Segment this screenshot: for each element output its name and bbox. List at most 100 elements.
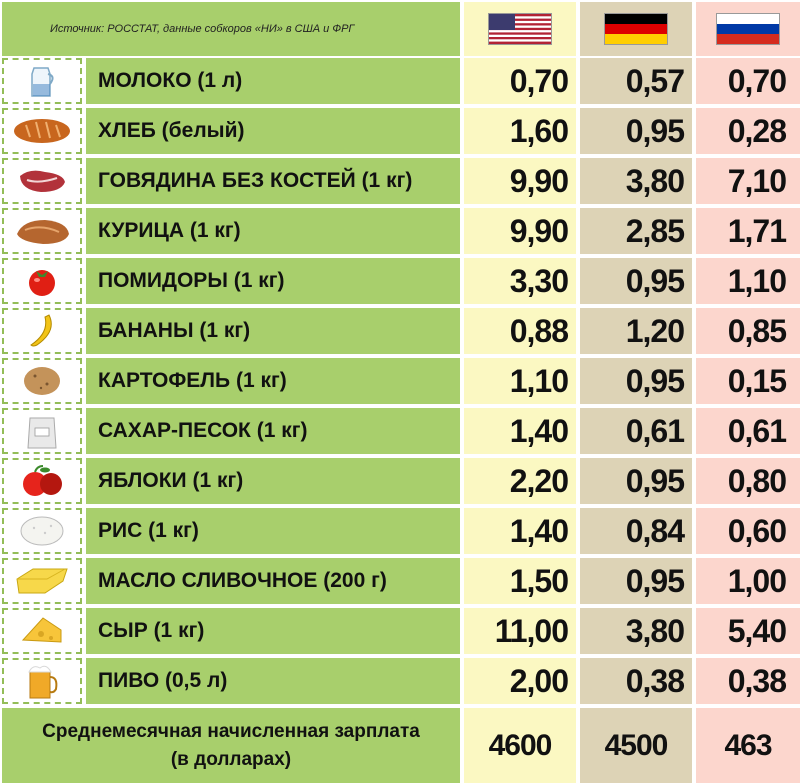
salary-russia-value: 463 [724,728,772,762]
table-row: ПИВО (0,5 л) 2,00 0,38 0,38 [0,658,800,704]
table-row: САХАР-ПЕСОК (1 кг) 1,40 0,61 0,61 [0,408,800,454]
price-cell-russia: 0,15 [696,358,800,404]
salary-label-line2: (в долларах) [170,748,292,770]
product-label: САХАР-ПЕСОК (1 кг) [86,408,460,454]
beef-icon [2,158,82,204]
table-row: ХЛЕБ (белый) 1,60 0,95 0,28 [0,108,800,154]
bread-icon [2,108,82,154]
beer-mug-icon [2,658,82,704]
table-row: МАСЛО СЛИВОЧНОЕ (200 г) 1,50 0,95 1,00 [0,558,800,604]
price-value-russia: 0,28 [727,112,787,149]
price-cell-russia: 0,28 [696,108,800,154]
us-flag-icon [488,13,552,45]
price-value-germany: 0,95 [625,112,685,149]
price-cell-germany: 3,80 [580,158,692,204]
germany-header-cell [580,2,692,56]
product-label: РИС (1 кг) [86,508,460,554]
price-value-russia: 5,40 [727,612,787,649]
price-value-russia: 0,38 [727,662,787,699]
table-row: РИС (1 кг) 1,40 0,84 0,60 [0,508,800,554]
price-value-us: 9,90 [509,162,569,199]
salary-label-line1: Среднемесячная начисленная зарплата [42,720,420,742]
russia-flag-icon [716,13,780,45]
price-value-us: 1,60 [509,112,569,149]
price-value-russia: 1,00 [727,562,787,599]
salary-us-cell: 4600 [464,708,576,783]
price-cell-russia: 7,10 [696,158,800,204]
price-cell-us: 1,50 [464,558,576,604]
price-cell-germany: 0,61 [580,408,692,454]
price-value-germany: 0,95 [625,462,685,499]
table-row: БАНАНЫ (1 кг) 0,88 1,20 0,85 [0,308,800,354]
price-cell-germany: 2,85 [580,208,692,254]
price-value-germany: 1,20 [625,312,685,349]
price-value-us: 11,00 [494,612,569,649]
product-label: ПОМИДОРЫ (1 кг) [86,258,460,304]
banana-icon [2,308,82,354]
price-cell-us: 1,40 [464,408,576,454]
table-row: ГОВЯДИНА БЕЗ КОСТЕЙ (1 кг) 9,90 3,80 7,10 [0,158,800,204]
product-label: ХЛЕБ (белый) [86,108,460,154]
product-label: КУРИЦА (1 кг) [86,208,460,254]
price-value-germany: 0,84 [625,512,685,549]
product-label: СЫР (1 кг) [86,608,460,654]
price-cell-us: 0,88 [464,308,576,354]
price-cell-germany: 1,20 [580,308,692,354]
table-row: КАРТОФЕЛЬ (1 кг) 1,10 0,95 0,15 [0,358,800,404]
price-cell-us: 3,30 [464,258,576,304]
chicken-icon [2,208,82,254]
price-value-us: 2,00 [509,662,569,699]
price-cell-germany: 0,84 [580,508,692,554]
price-cell-germany: 0,95 [580,458,692,504]
price-value-us: 1,40 [509,512,569,549]
table-row: ЯБЛОКИ (1 кг) 2,20 0,95 0,80 [0,458,800,504]
salary-label: Среднемесячная начисленная зарплата (в д… [2,708,460,783]
product-label: ГОВЯДИНА БЕЗ КОСТЕЙ (1 кг) [86,158,460,204]
cheese-icon [2,608,82,654]
us-header-cell [464,2,576,56]
price-cell-us: 1,60 [464,108,576,154]
price-cell-germany: 0,95 [580,558,692,604]
price-value-russia: 0,70 [727,62,787,99]
price-cell-germany: 3,80 [580,608,692,654]
salary-us-value: 4600 [488,728,553,762]
price-value-germany: 0,95 [625,362,685,399]
price-value-germany: 0,57 [625,62,685,99]
source-note: Источник: РОССТАТ, данные собкоров «НИ» … [2,2,460,56]
price-cell-us: 2,00 [464,658,576,704]
price-value-russia: 7,10 [727,162,787,199]
product-label: ПИВО (0,5 л) [86,658,460,704]
rice-bowl-icon [2,508,82,554]
price-cell-russia: 1,71 [696,208,800,254]
potato-icon [2,358,82,404]
price-value-germany: 3,80 [625,162,685,199]
price-value-germany: 0,95 [625,562,685,599]
table-row: КУРИЦА (1 кг) 9,90 2,85 1,71 [0,208,800,254]
price-value-russia: 0,15 [727,362,787,399]
price-cell-us: 0,70 [464,58,576,104]
price-value-germany: 2,85 [625,212,685,249]
table-row: ПОМИДОРЫ (1 кг) 3,30 0,95 1,10 [0,258,800,304]
salary-russia-cell: 463 [696,708,800,783]
sugar-bag-icon [2,408,82,454]
product-label: МОЛОКО (1 л) [86,58,460,104]
price-cell-germany: 0,95 [580,358,692,404]
price-cell-russia: 1,10 [696,258,800,304]
milk-jug-icon [2,58,82,104]
price-cell-us: 2,20 [464,458,576,504]
price-value-germany: 0,38 [625,662,685,699]
price-value-us: 1,40 [509,412,569,449]
salary-row: Среднемесячная начисленная зарплата (в д… [0,708,800,783]
price-cell-germany: 0,95 [580,108,692,154]
price-cell-germany: 0,57 [580,58,692,104]
germany-flag-icon [604,13,668,45]
price-value-us: 9,90 [509,212,569,249]
price-value-us: 0,70 [509,62,569,99]
apple-icon [2,458,82,504]
product-label: МАСЛО СЛИВОЧНОЕ (200 г) [86,558,460,604]
price-cell-us: 1,40 [464,508,576,554]
price-value-russia: 0,85 [727,312,787,349]
price-cell-germany: 0,95 [580,258,692,304]
tomato-icon [2,258,82,304]
